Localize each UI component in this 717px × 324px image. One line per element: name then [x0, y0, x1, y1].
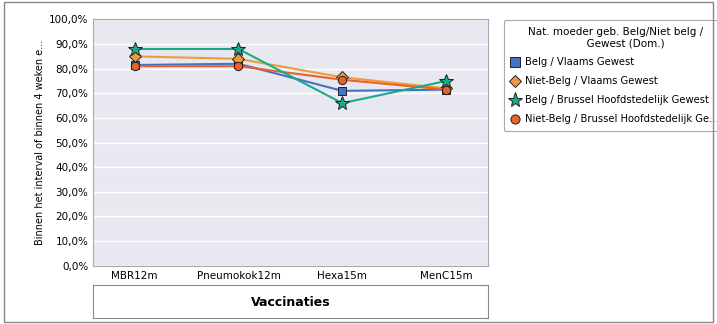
Niet-Belg / Vlaams Gewest: [338, 75, 346, 79]
Line: Belg / Vlaams Gewest: Belg / Vlaams Gewest: [130, 60, 450, 95]
Belg / Vlaams Gewest: [130, 63, 139, 67]
Niet-Belg / Brussel Hoofdstedelijk Ge...: [442, 88, 450, 92]
Niet-Belg / Vlaams Gewest: [234, 57, 243, 61]
Belg / Vlaams Gewest: [234, 62, 243, 66]
Niet-Belg / Vlaams Gewest: [130, 54, 139, 58]
Y-axis label: Binnen het interval of binnen 4 weken e...: Binnen het interval of binnen 4 weken e.…: [35, 40, 44, 245]
Belg / Brussel Hoofdstedelijk Gewest: [442, 79, 450, 83]
Legend: Belg / Vlaams Gewest, Niet-Belg / Vlaams Gewest, Belg / Brussel Hoofdstedelijk G: Belg / Vlaams Gewest, Niet-Belg / Vlaams…: [504, 19, 717, 131]
Belg / Vlaams Gewest: [442, 88, 450, 92]
Niet-Belg / Brussel Hoofdstedelijk Ge...: [130, 64, 139, 68]
Belg / Vlaams Gewest: [338, 89, 346, 93]
Niet-Belg / Brussel Hoofdstedelijk Ge...: [234, 64, 243, 68]
Line: Belg / Brussel Hoofdstedelijk Gewest: Belg / Brussel Hoofdstedelijk Gewest: [128, 42, 453, 110]
Text: Vaccinaties: Vaccinaties: [250, 296, 331, 309]
Line: Niet-Belg / Brussel Hoofdstedelijk Ge...: Niet-Belg / Brussel Hoofdstedelijk Ge...: [130, 62, 450, 94]
Niet-Belg / Brussel Hoofdstedelijk Ge...: [338, 78, 346, 82]
Belg / Brussel Hoofdstedelijk Gewest: [338, 101, 346, 105]
Belg / Brussel Hoofdstedelijk Gewest: [130, 47, 139, 51]
Belg / Brussel Hoofdstedelijk Gewest: [234, 47, 243, 51]
Line: Niet-Belg / Vlaams Gewest: Niet-Belg / Vlaams Gewest: [130, 52, 450, 93]
Niet-Belg / Vlaams Gewest: [442, 87, 450, 90]
